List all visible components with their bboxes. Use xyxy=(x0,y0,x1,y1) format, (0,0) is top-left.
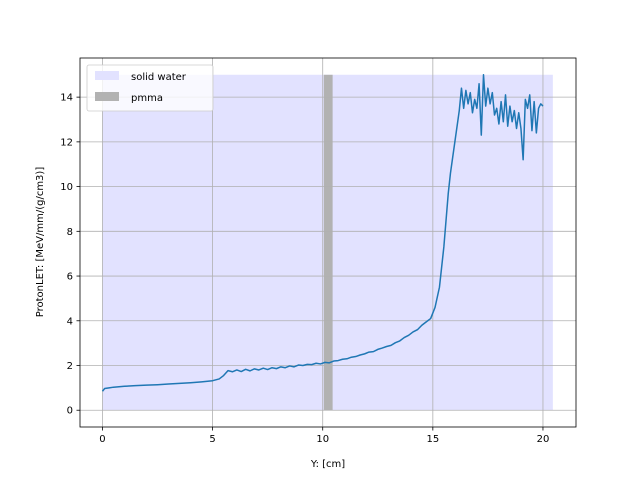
region-pmma xyxy=(323,74,333,411)
legend-swatch-pmma xyxy=(95,92,119,101)
series-line-0 xyxy=(101,74,544,392)
x-axis-label: Y: [cm] xyxy=(310,459,345,470)
y-tick-label-14: 14 xyxy=(60,93,73,104)
y-tick-label-12: 12 xyxy=(60,137,73,148)
x-tick-label-15: 15 xyxy=(426,434,439,445)
axis-ticks: 0 5 10 15 20 0 2 4 6 8 10 12 14 xyxy=(60,93,549,445)
plot-frame xyxy=(79,57,577,428)
legend-swatch-solid-water xyxy=(95,71,119,80)
y-tick-label-6: 6 xyxy=(67,272,73,283)
y-tick-label-0: 0 xyxy=(67,406,73,417)
legend: solid water pmma xyxy=(86,64,214,112)
legend-label-solid-water: solid water xyxy=(131,72,187,83)
y-tick-label-4: 4 xyxy=(67,316,73,327)
x-tick-label-10: 10 xyxy=(316,434,329,445)
y-tick-label-2: 2 xyxy=(67,361,73,372)
y-tick-label-10: 10 xyxy=(60,182,73,193)
x-tick-label-0: 0 xyxy=(99,434,105,445)
y-tick-label-8: 8 xyxy=(67,227,73,238)
legend-label-pmma: pmma xyxy=(131,93,163,104)
x-tick-label-20: 20 xyxy=(537,434,550,445)
x-tick-label-5: 5 xyxy=(209,434,215,445)
data-lines xyxy=(101,74,544,392)
shaded-regions xyxy=(102,74,553,411)
y-axis-label: ProtonLET: [MeV/mm/(g/cm3)] xyxy=(35,167,46,318)
